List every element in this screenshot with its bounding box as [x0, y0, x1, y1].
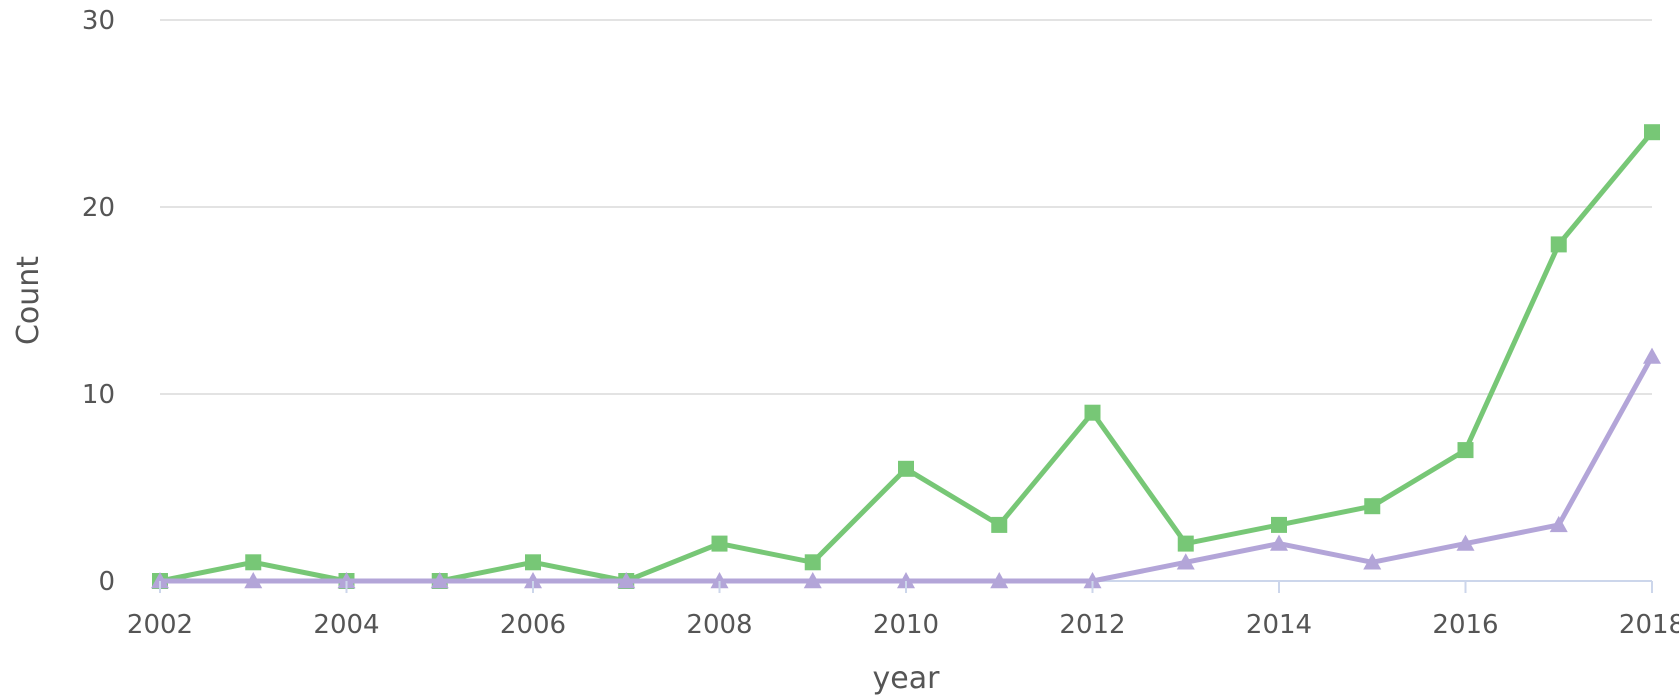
data-point[interactable]	[1550, 236, 1567, 253]
data-point[interactable]	[1271, 516, 1287, 533]
data-point[interactable]	[1364, 498, 1381, 515]
data-point[interactable]	[1177, 535, 1194, 552]
y-tick-label: 20	[82, 193, 115, 223]
data-point[interactable]	[245, 554, 262, 571]
data-point[interactable]	[244, 572, 263, 589]
data-point[interactable]	[711, 535, 728, 552]
y-tick-label: 10	[82, 380, 115, 410]
data-point[interactable]	[804, 554, 821, 571]
y-tick-label: 0	[98, 567, 115, 597]
x-tick-label: 2016	[1432, 610, 1498, 640]
data-point[interactable]	[1084, 404, 1101, 421]
x-axis-title: year	[873, 661, 941, 696]
grid	[160, 19, 1652, 395]
data-point[interactable]	[525, 554, 541, 571]
x-tick-label: 2002	[127, 610, 193, 640]
data-point[interactable]	[710, 572, 729, 589]
data-point[interactable]	[1270, 534, 1288, 551]
data-point[interactable]	[1457, 442, 1474, 459]
series-1	[152, 124, 1660, 589]
series-group	[151, 124, 1661, 589]
y-axis-title: Count	[11, 256, 46, 345]
data-point[interactable]	[524, 572, 542, 589]
data-point[interactable]	[1644, 124, 1660, 141]
x-tick-label: 2014	[1246, 610, 1312, 640]
y-tick-label: 30	[82, 6, 115, 36]
series-line	[157, 129, 1655, 584]
data-point[interactable]	[991, 516, 1008, 533]
data-point[interactable]	[1083, 572, 1102, 589]
data-point[interactable]	[1363, 553, 1382, 570]
data-point[interactable]	[1643, 347, 1661, 364]
x-tick-label: 2012	[1059, 610, 1125, 640]
data-point[interactable]	[898, 460, 914, 477]
x-tick-label: 2008	[686, 610, 752, 640]
x-tick-label: 2006	[500, 610, 566, 640]
data-point[interactable]	[1456, 534, 1475, 551]
data-point[interactable]	[897, 572, 915, 589]
data-point[interactable]	[1176, 553, 1195, 570]
data-point[interactable]	[617, 572, 636, 589]
tick-labels: 0 10 20 30 2002 2004 2006 2008 2010 2012 2014 2016 2…	[82, 6, 1679, 640]
x-tick-label: 2018	[1619, 610, 1679, 640]
data-point[interactable]	[337, 572, 356, 589]
data-point[interactable]	[430, 572, 449, 589]
data-point[interactable]	[151, 572, 169, 589]
data-point[interactable]	[803, 572, 822, 589]
data-point[interactable]	[1549, 515, 1568, 533]
x-tick-label: 2010	[873, 610, 939, 640]
data-point[interactable]	[990, 572, 1009, 589]
x-tick-label: 2004	[313, 610, 379, 640]
